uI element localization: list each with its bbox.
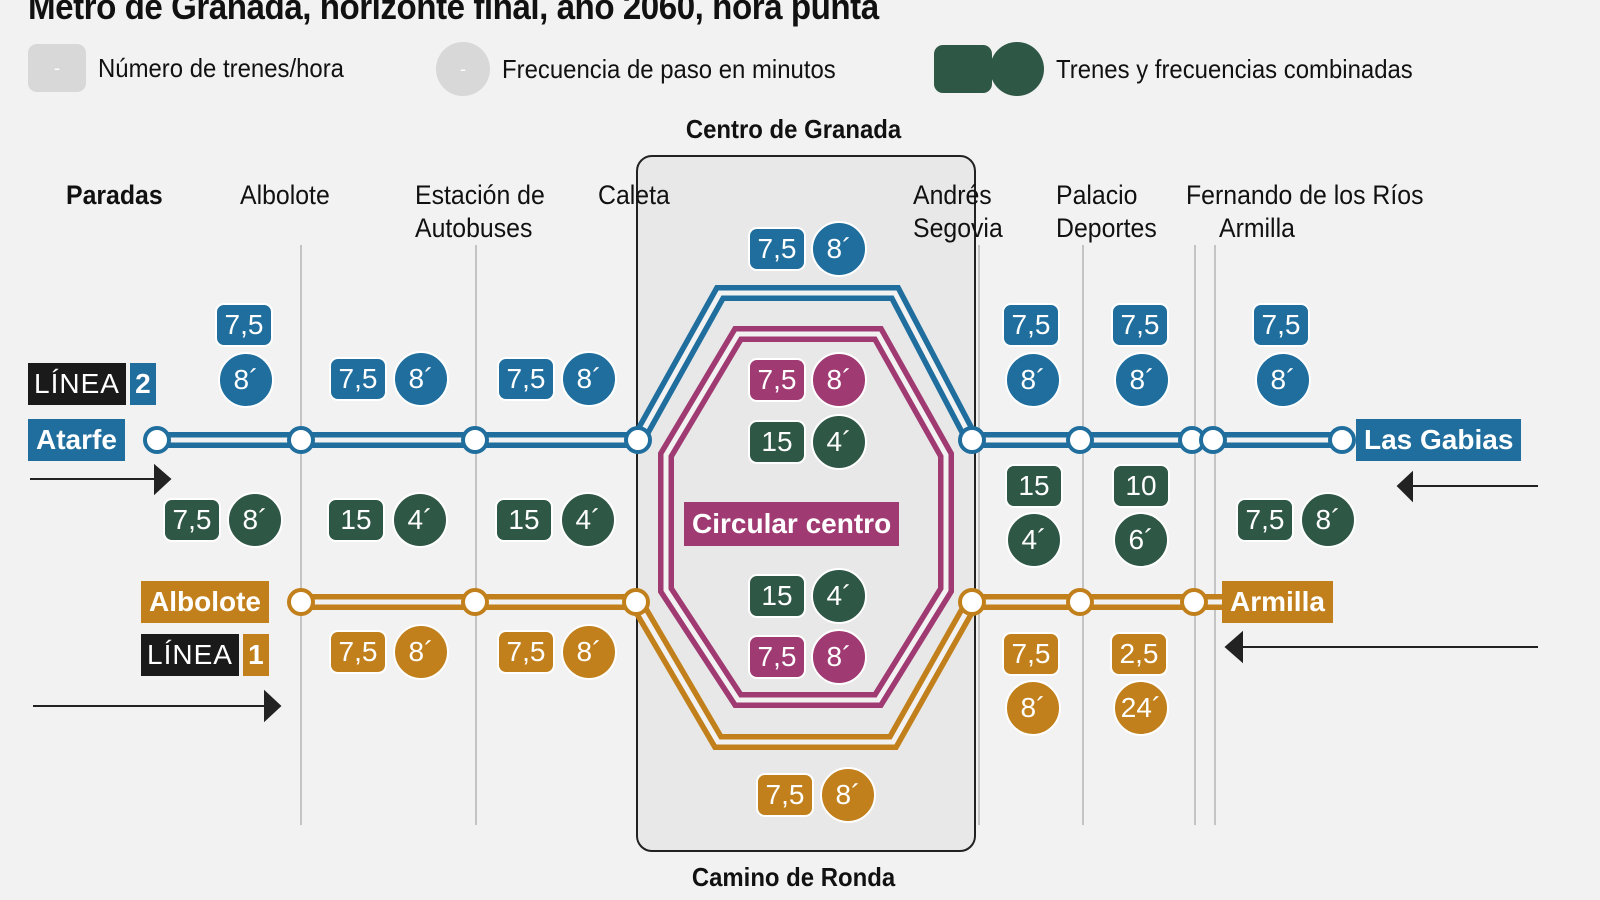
- comb-caleta-freq-badge: 4´: [560, 492, 616, 548]
- l1-caleta-trains-badge: 7,5: [497, 630, 555, 674]
- l1-andres-trains-badge: 7,5: [1002, 632, 1060, 676]
- circular-track: [658, 326, 954, 708]
- stops-header: Paradas: [66, 180, 163, 210]
- linea2-track: [150, 285, 1345, 448]
- linea-number: 1: [242, 634, 269, 676]
- circ-top-trains-badge: 7,5: [748, 358, 806, 402]
- legend-trains-per-hour: - Número de trenes/hora: [28, 44, 365, 92]
- legend-label: Frecuencia de paso en minutos: [502, 53, 836, 84]
- direction-arrows: [30, 463, 1538, 723]
- linea1-label: LÍNEA 1: [141, 634, 269, 676]
- stop-divider: [475, 245, 477, 825]
- l2-fernando-freq-badge: 8´: [1255, 352, 1311, 408]
- l2-estacion-trains-badge: 7,5: [329, 357, 387, 401]
- linea2-end-terminal: Las Gabias: [1356, 419, 1522, 461]
- region-label-centro: Centro de Granada: [685, 114, 902, 144]
- stop-divider: [1214, 245, 1216, 825]
- circ-top-freq-badge: 8´: [811, 352, 867, 408]
- circ-bot-trains-badge: 7,5: [748, 635, 806, 679]
- stop-caleta: Caleta: [598, 180, 670, 210]
- l1-palacio-trains-badge: 2,5: [1110, 632, 1168, 676]
- l2-caleta-freq-badge: 8´: [561, 351, 617, 407]
- l2-palacio-freq-badge: 8´: [1114, 352, 1170, 408]
- comb-estacion-trains-badge: 15: [327, 498, 385, 542]
- l1-andres-freq-badge: 8´: [1005, 680, 1061, 736]
- comb-fernando-freq-badge: 8´: [1300, 492, 1356, 548]
- l2-albolote-freq-badge: 8´: [218, 352, 274, 408]
- legend-circle-icon: [990, 42, 1044, 96]
- l2-fernando-trains-badge: 7,5: [1252, 303, 1310, 347]
- l1-camino-trains-badge: 7,5: [756, 773, 814, 817]
- legend-square-icon: -: [28, 44, 86, 92]
- linea2-stations: [143, 426, 1356, 454]
- linea-word: LÍNEA: [28, 363, 126, 405]
- stop-divider: [300, 245, 302, 825]
- comb-estacion-freq-badge: 4´: [392, 492, 448, 548]
- l2-albolote-trains-badge: 7,5: [215, 303, 273, 347]
- legend-circle-icon: -: [436, 42, 490, 96]
- linea1-stations: [287, 588, 1208, 616]
- stop-armilla: Armilla: [1219, 213, 1295, 243]
- stop-andres-line1: Andrés: [913, 180, 992, 210]
- comb-palacio-trains-badge: 10: [1112, 464, 1170, 508]
- comb-caleta-trains-badge: 15: [495, 498, 553, 542]
- l2-andres-trains-badge: 7,5: [1002, 303, 1060, 347]
- comb-albolote-trains-badge: 7,5: [163, 498, 221, 542]
- l2-palacio-trains-badge: 7,5: [1111, 303, 1169, 347]
- stop-divider: [978, 245, 980, 825]
- linea-number: 2: [129, 363, 156, 405]
- circular-label: Circular centro: [684, 502, 900, 546]
- legend-combined: Trenes y frecuencias combinadas: [934, 42, 1444, 96]
- stop-palacio-line1: Palacio: [1056, 180, 1138, 210]
- stop-palacio-line2: Deportes: [1056, 213, 1157, 243]
- comb-andres-freq-badge: 4´: [1006, 512, 1062, 568]
- region-label-camino: Camino de Ronda: [691, 862, 896, 892]
- comb-palacio-freq-badge: 6´: [1113, 512, 1169, 568]
- linea2-start-terminal: Atarfe: [28, 419, 125, 461]
- stop-fernando: Fernando de los Ríos: [1186, 180, 1424, 210]
- stop-divider: [1194, 245, 1196, 825]
- l2-andres-freq-badge: 8´: [1005, 352, 1061, 408]
- stop-estacion-line2: Autobuses: [415, 213, 533, 243]
- circ-bot-freq-badge: 8´: [811, 629, 867, 685]
- linea1-end-terminal: Armilla: [1222, 581, 1333, 623]
- page-title: Metro de Granada, horizonte final, año 2…: [28, 0, 879, 27]
- comb-andres-trains-badge: 15: [1005, 464, 1063, 508]
- linea1-track: [290, 594, 1222, 750]
- stop-divider: [1082, 245, 1084, 825]
- legend-label: Número de trenes/hora: [98, 52, 344, 83]
- l2-centro-freq-badge: 8´: [811, 221, 867, 277]
- l1-palacio-freq-badge: 24´: [1113, 680, 1169, 736]
- comb-fernando-trains-badge: 7,5: [1236, 498, 1294, 542]
- l2-caleta-trains-badge: 7,5: [497, 357, 555, 401]
- stop-estacion-line1: Estación de: [415, 180, 545, 210]
- l1-estacion-freq-badge: 8´: [393, 624, 449, 680]
- linea2-label: LÍNEA 2: [28, 363, 156, 405]
- circ-top-comb-freq-badge: 4´: [811, 414, 867, 470]
- linea1-start-terminal: Albolote: [141, 581, 269, 623]
- comb-albolote-freq-badge: 8´: [227, 492, 283, 548]
- legend-frequency: - Frecuencia de paso en minutos: [436, 42, 865, 96]
- l2-centro-trains-badge: 7,5: [748, 227, 806, 271]
- stop-andres-line2: Segovia: [913, 213, 1003, 243]
- l1-camino-freq-badge: 8´: [820, 767, 876, 823]
- l2-estacion-freq-badge: 8´: [393, 351, 449, 407]
- circ-top-comb-trains-badge: 15: [748, 420, 806, 464]
- circ-bot-comb-freq-badge: 4´: [811, 568, 867, 624]
- circ-bot-comb-trains-badge: 15: [748, 574, 806, 618]
- l1-estacion-trains-badge: 7,5: [329, 630, 387, 674]
- legend-square-icon: [934, 45, 992, 93]
- legend-label: Trenes y frecuencias combinadas: [1056, 53, 1413, 84]
- linea-word: LÍNEA: [141, 634, 239, 676]
- l1-caleta-freq-badge: 8´: [561, 624, 617, 680]
- stop-albolote: Albolote: [240, 180, 330, 210]
